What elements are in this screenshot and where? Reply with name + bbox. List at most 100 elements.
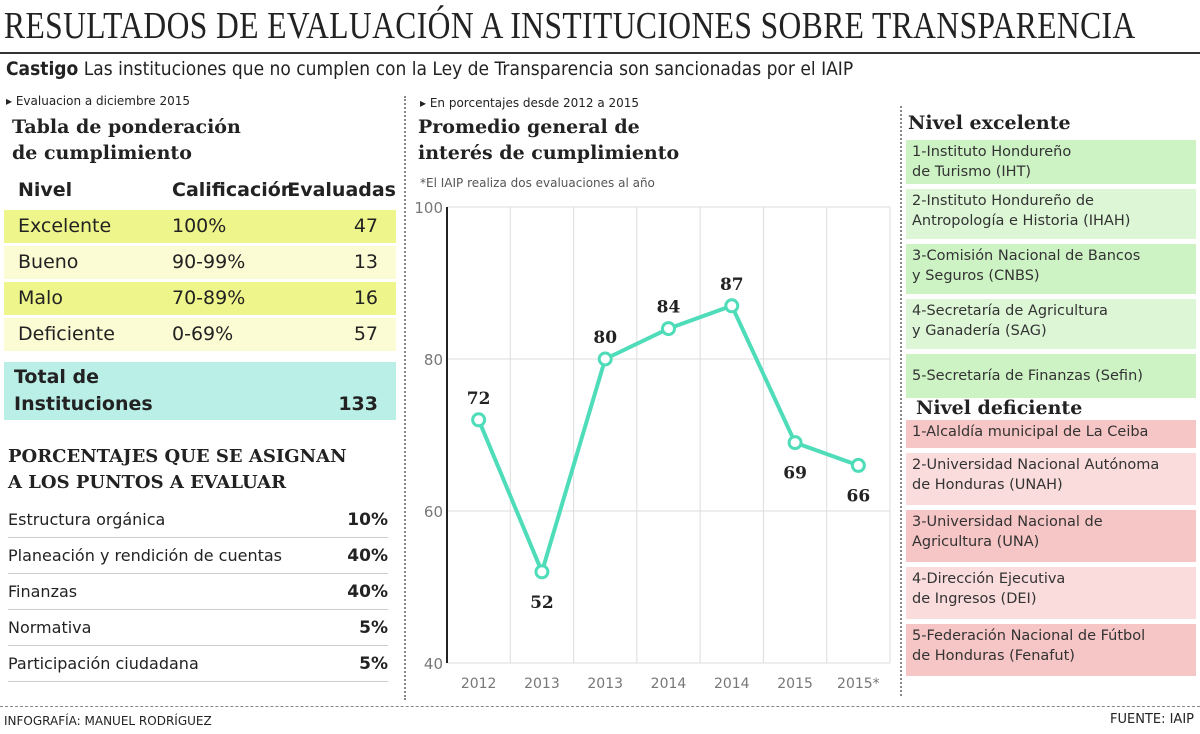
data-label: 66 xyxy=(847,486,871,506)
point-value: 40% xyxy=(347,546,388,566)
data-point xyxy=(850,457,866,473)
table-kicker: ▸ Evaluacion a diciembre 2015 xyxy=(6,94,191,108)
total-label: Instituciones xyxy=(14,393,153,415)
points-row: Normativa 5% xyxy=(8,610,388,646)
data-point xyxy=(534,564,550,580)
item-line: 5-Secretaría de Finanzas (Sefin) xyxy=(912,368,1143,384)
y-tick-label: 100 xyxy=(414,199,443,217)
data-label: 80 xyxy=(593,328,617,348)
item-line: 2-Instituto Hondureño de xyxy=(912,193,1094,209)
data-point xyxy=(787,435,803,451)
table-cell: Evaluadas xyxy=(287,179,396,201)
points-row: Estructura orgánica 10% xyxy=(8,502,388,538)
total-value: 133 xyxy=(338,393,378,415)
item-line: 5-Federación Nacional de Fútbol xyxy=(912,628,1146,644)
title-line: A LOS PUNTOS A EVALUAR xyxy=(8,472,287,493)
item-line: de Turismo (IHT) xyxy=(912,164,1032,180)
item-line: Agricultura (UNA) xyxy=(912,534,1040,550)
table-row: Excelente 100% 47 xyxy=(4,210,396,243)
deficiente-item: 2-Universidad Nacional Autónoma de Hondur… xyxy=(906,453,1196,505)
title-rule xyxy=(0,52,1200,54)
excelente-item: 2-Instituto Hondureño de Antropología e H… xyxy=(906,189,1196,239)
item-line: 1-Instituto Hondureño xyxy=(912,144,1072,160)
table-cell: Nivel xyxy=(18,179,73,201)
item-line: 4-Secretaría de Agricultura xyxy=(912,303,1108,319)
item-line: de Honduras (Fenafut) xyxy=(912,648,1075,664)
deficiente-title: Nivel deficiente xyxy=(916,397,1083,419)
point-label: Estructura orgánica xyxy=(8,510,166,529)
x-tick-label: 2012 xyxy=(461,676,497,692)
table-cell: Calificación xyxy=(172,179,295,201)
footer-rule xyxy=(0,706,1200,707)
excelente-item: 5-Secretaría de Finanzas (Sefin) xyxy=(906,354,1196,398)
x-tick-label: 2013 xyxy=(524,676,560,692)
point-label: Normativa xyxy=(8,618,92,637)
data-label: 69 xyxy=(783,464,807,484)
points-title: PORCENTAJES QUE SE ASIGNAN A LOS PUNTOS A… xyxy=(8,444,347,496)
table-row: Bueno 90-99% 13 xyxy=(4,246,396,279)
divider xyxy=(900,106,902,696)
excelente-item: 4-Secretaría de Agricultura y Ganadería (… xyxy=(906,299,1196,349)
table-cell: 47 xyxy=(353,215,378,237)
source: FUENTE: IAIP xyxy=(1110,712,1194,727)
title-line: interés de cumplimiento xyxy=(418,142,680,164)
item-line: y Ganadería (SAG) xyxy=(912,323,1047,339)
point-label: Finanzas xyxy=(8,582,78,601)
item-line: de Ingresos (DEI) xyxy=(912,591,1037,607)
data-point xyxy=(597,351,613,367)
point-label: Planeación y rendición de cuentas xyxy=(8,546,282,565)
title-line: Promedio general de xyxy=(418,116,640,138)
table-cell: 16 xyxy=(353,287,378,309)
table-cell: 100% xyxy=(172,215,227,237)
y-tick-label: 80 xyxy=(424,351,443,369)
item-line: 3-Universidad Nacional de xyxy=(912,514,1103,530)
deficiente-item: 4-Dirección Ejecutiva de Ingresos (DEI) xyxy=(906,567,1196,619)
deficiente-item: 5-Federación Nacional de Fútbol de Hondur… xyxy=(906,624,1196,676)
chart-note: *El IAIP realiza dos evaluaciones al año xyxy=(420,176,655,190)
title-line: de cumplimiento xyxy=(12,142,192,164)
kicker-text: En porcentajes desde 2012 a 2015 xyxy=(429,96,640,110)
table-cell: Bueno xyxy=(18,251,79,273)
x-tick-label: 2013 xyxy=(587,676,623,692)
points-row: Planeación y rendición de cuentas 40% xyxy=(8,538,388,574)
y-tick-label: 60 xyxy=(424,503,443,521)
point-value: 10% xyxy=(347,510,388,530)
points-row: Finanzas 40% xyxy=(8,574,388,610)
divider xyxy=(404,96,406,700)
chart-kicker: ▸ En porcentajes desde 2012 a 2015 xyxy=(420,96,640,110)
excelente-item: 1-Instituto Hondureño de Turismo (IHT) xyxy=(906,140,1196,184)
data-label: 87 xyxy=(720,275,744,295)
table-row: Nivel Calificación Evaluadas xyxy=(4,174,396,207)
table-cell: 70-89% xyxy=(172,287,246,309)
kicker-text: Evaluacion a diciembre 2015 xyxy=(15,94,191,108)
title-line: PORCENTAJES QUE SE ASIGNAN xyxy=(8,446,347,467)
item-line: Antropología e Historia (IHAH) xyxy=(912,213,1131,229)
excelente-item: 3-Comisión Nacional de Bancos y Seguros (… xyxy=(906,244,1196,294)
deficiente-item: 3-Universidad Nacional de Agricultura (UN… xyxy=(906,510,1196,562)
table-cell: 0-69% xyxy=(172,323,234,345)
table-cell: Deficiente xyxy=(18,323,115,345)
data-point xyxy=(471,412,487,428)
points-row: Participación ciudadana 5% xyxy=(8,646,388,682)
table-cell: 90-99% xyxy=(172,251,246,273)
point-label: Participación ciudadana xyxy=(8,654,199,673)
data-label: 84 xyxy=(657,298,681,318)
table-cell: 13 xyxy=(353,251,378,273)
deficiente-item: 1-Alcaldía municipal de La Ceiba xyxy=(906,420,1196,448)
table-cell: Excelente xyxy=(18,215,112,237)
subtitle: Castigo Las instituciones que no cumplen… xyxy=(6,58,853,80)
chart-title: Promedio general de interés de cumplimien… xyxy=(418,114,679,166)
title-line: Tabla de ponderación xyxy=(12,116,241,138)
x-tick-label: 2015* xyxy=(837,676,880,692)
y-tick-label: 40 xyxy=(424,655,443,673)
item-line: de Honduras (UNAH) xyxy=(912,477,1063,493)
x-tick-label: 2014 xyxy=(714,676,750,692)
data-label: 72 xyxy=(467,389,491,409)
data-point xyxy=(661,321,676,337)
credit: INFOGRAFÍA: MANUEL RODRÍGUEZ xyxy=(4,714,212,728)
point-value: 5% xyxy=(359,618,388,638)
data-label: 52 xyxy=(530,593,554,613)
table-cell: Malo xyxy=(18,287,63,309)
item-line: 4-Dirección Ejecutiva xyxy=(912,571,1066,587)
x-tick-label: 2015 xyxy=(777,676,813,692)
